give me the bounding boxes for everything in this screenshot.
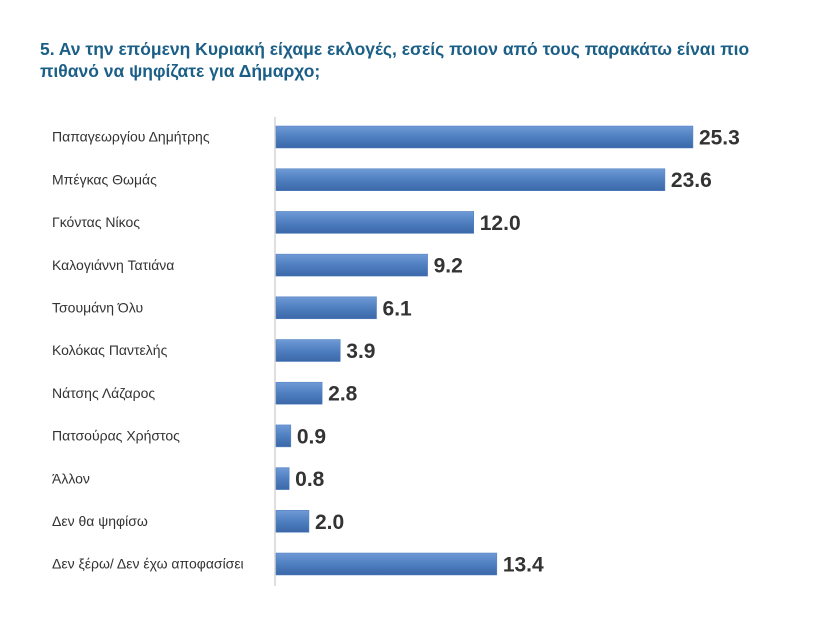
category-label: Κολόκας Παντελής xyxy=(52,342,168,358)
category-label: Δεν ξέρω/ Δεν έχω αποφασίσει xyxy=(52,556,244,572)
bar xyxy=(275,125,694,149)
value-label: 0.9 xyxy=(297,425,326,448)
category-label: Τσουμάνη Όλυ xyxy=(52,300,143,316)
value-label: 3.9 xyxy=(346,340,375,363)
bar xyxy=(275,510,310,533)
value-label: 2.0 xyxy=(315,511,344,534)
value-label: 13.4 xyxy=(503,554,544,577)
value-label: 6.1 xyxy=(383,297,413,320)
category-label: Δεν θα ψηφίσω xyxy=(52,513,148,529)
category-label: Γκόντας Νίκος xyxy=(52,214,140,230)
bar xyxy=(275,467,290,490)
category-label: Μπέγκας Θωμάς xyxy=(52,171,157,187)
bar xyxy=(275,211,475,234)
chart-title: 5. Αν την επόμενη Κυριακή είχαμε εκλογές… xyxy=(40,39,750,81)
category-label: Πατσούρας Χρήστος xyxy=(52,428,180,444)
category-label: Καλογιάννη Τατιάνα xyxy=(52,257,174,273)
value-label: 2.8 xyxy=(328,383,358,406)
value-label: 0.8 xyxy=(295,468,325,491)
value-label: 9.2 xyxy=(434,255,463,278)
bar xyxy=(275,424,292,448)
bar xyxy=(275,339,341,362)
bar xyxy=(275,552,498,576)
value-label: 12.0 xyxy=(480,212,521,235)
value-label: 25.3 xyxy=(699,127,740,150)
value-label: 23.6 xyxy=(671,169,712,192)
category-label: Νάτσης Λάζαρος xyxy=(52,385,155,401)
bar xyxy=(275,253,428,277)
bar xyxy=(275,296,377,320)
category-label: Παπαγεωργίου Δημήτρης xyxy=(52,129,210,145)
bar xyxy=(275,168,666,191)
bar xyxy=(275,381,323,405)
category-label: Άλλον xyxy=(52,470,90,486)
